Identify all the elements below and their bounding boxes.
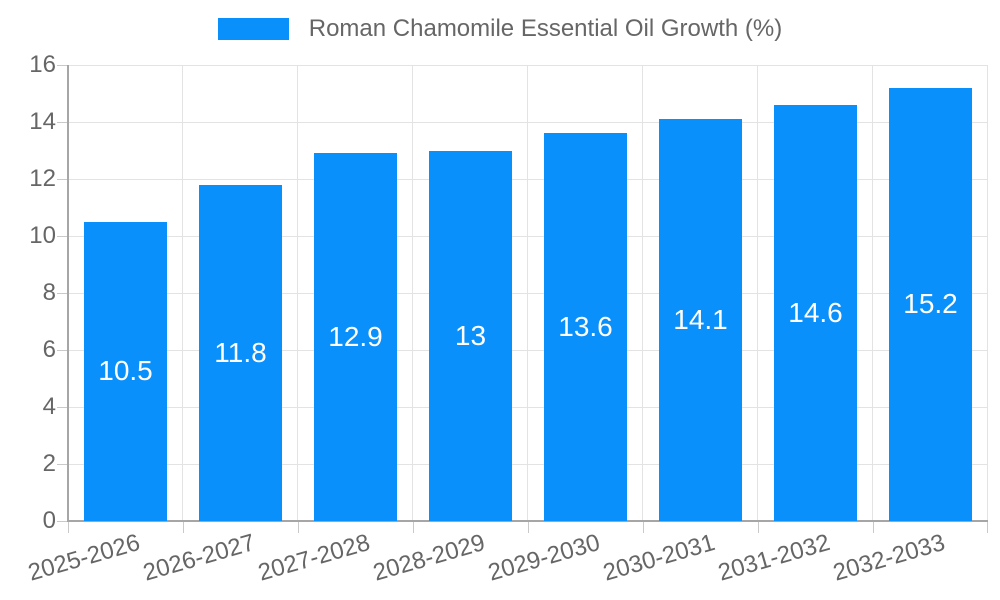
x-gridline <box>987 65 988 521</box>
x-axis-tick-label: 2032-2033 <box>829 529 948 587</box>
y-tick-mark <box>57 121 67 123</box>
x-tick-mark <box>872 521 874 533</box>
y-gridline <box>68 406 988 408</box>
plot-area: 0 2 4 6 8 10 12 14 16 10.5 11.8 12.9 13 13.6 14.1 14.6 1… <box>25 52 988 587</box>
bar[interactable]: 11.8 <box>199 184 282 521</box>
x-axis-tick-label: 2028-2029 <box>369 529 488 587</box>
y-axis-tick-label: 16 <box>29 51 56 78</box>
y-gridline <box>68 235 988 237</box>
x-gridline <box>527 65 528 521</box>
bar-value-label: 14.1 <box>673 304 728 336</box>
x-axis-tick-label: 2030-2031 <box>599 529 718 587</box>
y-axis-tick-label: 14 <box>29 108 56 135</box>
bar[interactable]: 13.6 <box>544 133 627 521</box>
y-tick-mark <box>57 520 67 522</box>
x-gridline <box>412 65 413 521</box>
y-tick-mark <box>57 406 67 408</box>
y-gridline <box>68 121 988 123</box>
x-tick-mark <box>67 521 69 533</box>
y-gridline <box>68 292 988 294</box>
y-tick-mark <box>57 64 67 66</box>
bar-value-label: 12.9 <box>328 321 383 353</box>
x-tick-mark <box>642 521 644 533</box>
y-axis-tick-label: 10 <box>29 222 56 249</box>
y-axis-tick-label: 6 <box>42 336 56 363</box>
y-tick-mark <box>57 178 67 180</box>
y-axis-tick-label: 12 <box>29 165 56 192</box>
x-axis-tick-label: 2027-2028 <box>254 529 373 587</box>
x-axis-tick-label: 2029-2030 <box>484 529 603 587</box>
bar[interactable]: 12.9 <box>314 153 397 521</box>
x-gridline <box>872 65 873 521</box>
bar-value-label: 11.8 <box>214 336 267 368</box>
y-tick-mark <box>57 463 67 465</box>
bar-value-label: 13.6 <box>558 311 613 343</box>
x-gridline <box>757 65 758 521</box>
y-axis-tick-label: 2 <box>42 450 56 477</box>
x-axis-tick-label: 2031-2032 <box>714 529 833 587</box>
bar-value-label: 15.2 <box>903 288 958 320</box>
y-gridline <box>68 64 988 66</box>
y-axis-tick-label: 0 <box>42 507 56 534</box>
y-gridline <box>68 178 988 180</box>
y-gridline <box>68 463 988 465</box>
bar[interactable]: 10.5 <box>84 221 167 521</box>
x-axis-tick-label: 2026-2027 <box>139 529 258 587</box>
bar-value-label: 13 <box>454 319 487 351</box>
x-tick-mark <box>527 521 529 533</box>
x-axis-line <box>67 520 988 522</box>
bar[interactable]: 14.6 <box>774 104 857 521</box>
chart-legend: Roman Chamomile Essential Oil Growth (%) <box>0 16 1000 42</box>
y-tick-mark <box>57 349 67 351</box>
y-tick-mark <box>57 292 67 294</box>
legend-swatch-icon <box>217 18 289 40</box>
y-axis-line <box>67 65 69 521</box>
bar[interactable]: 15.2 <box>889 87 972 521</box>
bar[interactable]: 13 <box>429 150 512 521</box>
x-tick-mark <box>297 521 299 533</box>
x-tick-mark <box>757 521 759 533</box>
x-gridline <box>182 65 183 521</box>
x-tick-mark <box>412 521 414 533</box>
bar-value-label: 10.5 <box>98 355 153 387</box>
y-gridline <box>68 349 988 351</box>
x-tick-mark <box>182 521 184 533</box>
legend-item[interactable]: Roman Chamomile Essential Oil Growth (%) <box>217 15 783 42</box>
bar-value-label: 14.6 <box>788 296 843 328</box>
x-gridline <box>642 65 643 521</box>
y-tick-mark <box>57 235 67 237</box>
x-gridline <box>297 65 298 521</box>
y-axis-tick-label: 4 <box>42 393 56 420</box>
x-axis-tick-label: 2025-2026 <box>24 529 143 587</box>
y-axis-tick-label: 8 <box>42 279 56 306</box>
legend-label: Roman Chamomile Essential Oil Growth (%) <box>308 15 783 42</box>
bar[interactable]: 14.1 <box>659 119 742 521</box>
x-tick-mark <box>987 521 988 533</box>
